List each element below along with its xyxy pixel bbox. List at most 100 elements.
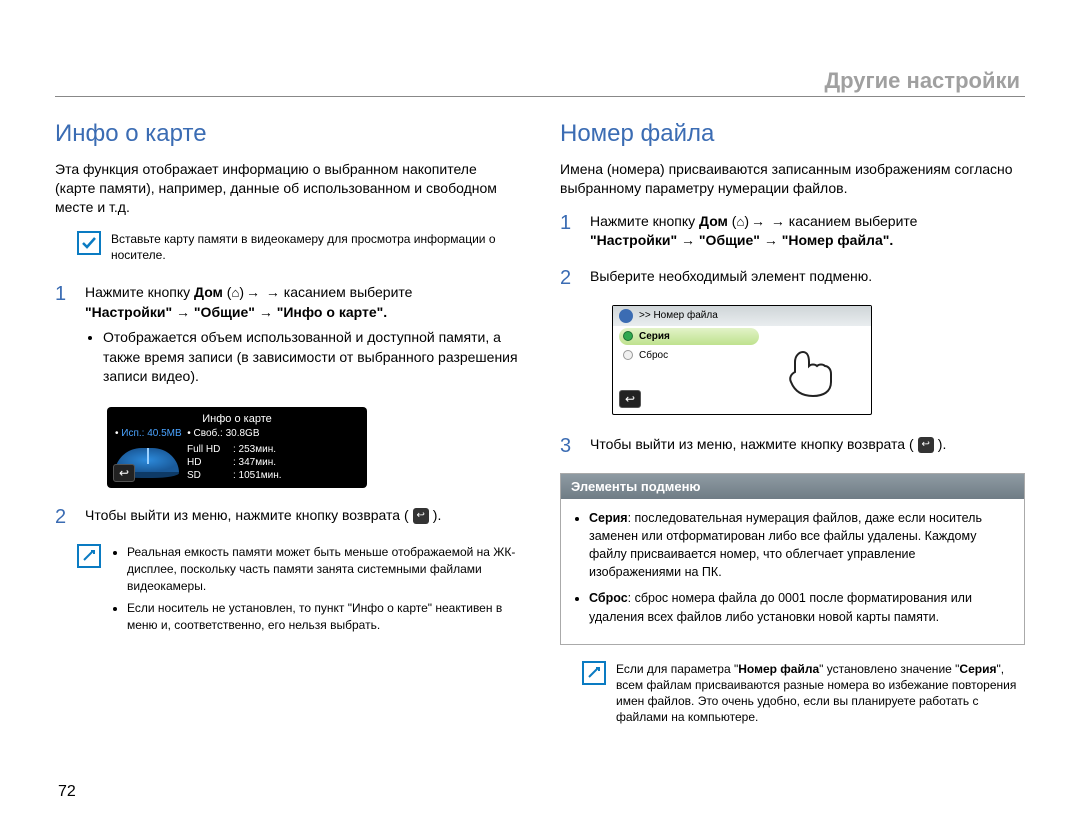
note-icon bbox=[582, 661, 606, 685]
nav-path: "Настройки" → "Общие" → "Номер файла". bbox=[590, 232, 893, 248]
note-icon bbox=[77, 544, 101, 568]
two-column-layout: Инфо о карте Эта функция отображает инфо… bbox=[55, 120, 1025, 725]
nav-path: "Настройки" → "Общие" → "Инфо о карте". bbox=[85, 304, 387, 320]
text: → касанием выберите bbox=[262, 284, 412, 300]
v: : 347мин. bbox=[233, 457, 276, 468]
label: Серия bbox=[639, 331, 670, 342]
shot-lines: Full HD: 253мин. HD: 347мин. SD: 1051мин… bbox=[187, 443, 282, 482]
intro-filenum: Имена (номера) присваиваются записанным … bbox=[560, 160, 1025, 198]
intro-storage: Эта функция отображает информацию о выбр… bbox=[55, 160, 520, 217]
radio-unchecked-icon bbox=[623, 350, 633, 360]
shot-title: Инфо о карте bbox=[115, 413, 359, 425]
note-item: Если носитель не установлен, то пункт "И… bbox=[127, 600, 520, 634]
home-label: Дом bbox=[194, 284, 223, 300]
row: HD: 347мин. bbox=[187, 456, 282, 469]
gear-icon bbox=[619, 309, 633, 323]
t: Если для параметра " bbox=[616, 662, 738, 676]
page-number: 72 bbox=[58, 783, 76, 801]
b: Номер файла bbox=[738, 662, 819, 676]
arrow-icon: → bbox=[749, 213, 767, 229]
home-icon: ⌂ bbox=[736, 213, 744, 231]
t: : сброс номера файла до 0001 после форма… bbox=[589, 591, 972, 623]
manual-page: Другие настройки Инфо о карте Эта функци… bbox=[0, 0, 1080, 755]
home-label: Дом bbox=[699, 213, 728, 229]
k: SD bbox=[187, 469, 233, 482]
submenu-item: Сброс: сброс номера файла до 0001 после … bbox=[589, 589, 1010, 625]
text: Выберите необходимый элемент подменю. bbox=[590, 268, 872, 284]
arrow-icon: → bbox=[244, 284, 262, 300]
steps-right-3: 3 Чтобы выйти из меню, нажмите кнопку во… bbox=[560, 435, 1025, 457]
step-body: Выберите необходимый элемент подменю. bbox=[590, 267, 1025, 289]
text: Нажмите кнопку bbox=[85, 284, 194, 300]
step-body: Чтобы выйти из меню, нажмите кнопку возв… bbox=[85, 506, 520, 528]
header-rule bbox=[55, 96, 1025, 97]
submenu-elements-box: Элементы подменю Серия: последовательная… bbox=[560, 473, 1025, 645]
text: Нажмите кнопку bbox=[590, 213, 699, 229]
v: : 253мин. bbox=[233, 444, 276, 455]
free-label: Своб.: 30.8GB bbox=[194, 428, 260, 439]
menu-list: Серия Сброс bbox=[619, 328, 759, 366]
note-item: Реальная емкость памяти может быть меньш… bbox=[127, 544, 520, 594]
back-icon[interactable]: ↩ bbox=[619, 390, 641, 408]
steps-right: 1 Нажмите кнопку Дом (⌂)→ → касанием выб… bbox=[560, 212, 1025, 289]
t: " установлено значение " bbox=[819, 662, 959, 676]
section-heading-filenum: Номер файла bbox=[560, 120, 1025, 148]
step-number: 2 bbox=[55, 506, 71, 528]
section-heading-storage: Инфо о карте bbox=[55, 120, 520, 148]
label: Сброс bbox=[639, 350, 668, 361]
chapter-title: Другие настройки bbox=[824, 68, 1020, 94]
step-1-right: 1 Нажмите кнопку Дом (⌂)→ → касанием выб… bbox=[560, 212, 1025, 251]
note-text: Если для параметра "Номер файла" установ… bbox=[616, 661, 1025, 726]
step-2-left: 2 Чтобы выйти из меню, нажмите кнопку во… bbox=[55, 506, 520, 528]
text: Чтобы выйти из меню, нажмите кнопку возв… bbox=[590, 436, 918, 452]
b: Серия bbox=[959, 662, 996, 676]
step1-sub: Отображается объем использованной и дост… bbox=[103, 328, 520, 387]
left-column: Инфо о карте Эта функция отображает инфо… bbox=[55, 120, 520, 725]
note-list: Реальная емкость памяти может быть меньш… bbox=[111, 544, 520, 640]
text: Чтобы выйти из меню, нажмите кнопку возв… bbox=[85, 507, 413, 523]
touch-hand-icon bbox=[775, 334, 839, 398]
storage-info-screenshot: Инфо о карте • Исп.: 40.5MB • Своб.: 30.… bbox=[107, 407, 367, 488]
bottom-note-left: Реальная емкость памяти может быть меньш… bbox=[77, 544, 520, 640]
k: HD bbox=[187, 456, 233, 469]
submenu-body: Серия: последовательная нумерация файлов… bbox=[561, 499, 1024, 644]
k: Серия bbox=[589, 511, 628, 525]
step-body: Нажмите кнопку Дом (⌂)→ → касанием выбер… bbox=[85, 283, 520, 391]
row: Full HD: 253мин. bbox=[187, 443, 282, 456]
text: → касанием выберите bbox=[767, 213, 917, 229]
k: Сброс bbox=[589, 591, 628, 605]
step-body: Нажмите кнопку Дом (⌂)→ → касанием выбер… bbox=[590, 212, 1025, 251]
menu-header: >> Номер файла bbox=[613, 306, 871, 326]
submenu-heading: Элементы подменю bbox=[561, 474, 1024, 499]
pre-note: Вставьте карту памяти в видеокамеру для … bbox=[77, 231, 520, 263]
return-icon: ↩ bbox=[413, 508, 429, 524]
right-column: Номер файла Имена (номера) присваиваются… bbox=[560, 120, 1025, 725]
text: ). bbox=[934, 436, 946, 452]
menu-item-series[interactable]: Серия bbox=[619, 328, 759, 345]
step-body: Чтобы выйти из меню, нажмите кнопку возв… bbox=[590, 435, 1025, 457]
back-icon[interactable]: ↩ bbox=[113, 464, 135, 482]
menu-crumb: >> Номер файла bbox=[639, 310, 718, 321]
file-number-menu-screenshot: >> Номер файла Серия Сброс bbox=[612, 305, 872, 415]
step-1-left: 1 Нажмите кнопку Дом (⌂)→ → касанием выб… bbox=[55, 283, 520, 391]
text: ). bbox=[429, 507, 441, 523]
return-icon: ↩ bbox=[918, 437, 934, 453]
home-icon: ⌂ bbox=[231, 284, 239, 302]
menu-item-reset[interactable]: Сброс bbox=[619, 347, 759, 364]
bullet: Отображается объем использованной и дост… bbox=[103, 328, 520, 387]
pre-note-text: Вставьте карту памяти в видеокамеру для … bbox=[111, 231, 520, 263]
step-number: 2 bbox=[560, 267, 576, 289]
shot-stats: • Исп.: 40.5MB • Своб.: 30.8GB bbox=[115, 428, 359, 439]
t: : последовательная нумерация файлов, даж… bbox=[589, 511, 982, 579]
step-3-right: 3 Чтобы выйти из меню, нажмите кнопку во… bbox=[560, 435, 1025, 457]
step-number: 3 bbox=[560, 435, 576, 457]
step-2-right: 2 Выберите необходимый элемент подменю. bbox=[560, 267, 1025, 289]
check-icon bbox=[77, 231, 101, 255]
bottom-note-right: Если для параметра "Номер файла" установ… bbox=[582, 661, 1025, 726]
step-number: 1 bbox=[560, 212, 576, 251]
submenu-item: Серия: последовательная нумерация файлов… bbox=[589, 509, 1010, 582]
steps-left-2: 2 Чтобы выйти из меню, нажмите кнопку во… bbox=[55, 506, 520, 528]
used-label: Исп.: 40.5MB bbox=[121, 428, 181, 439]
v: : 1051мин. bbox=[233, 470, 282, 481]
radio-checked-icon bbox=[623, 331, 633, 341]
